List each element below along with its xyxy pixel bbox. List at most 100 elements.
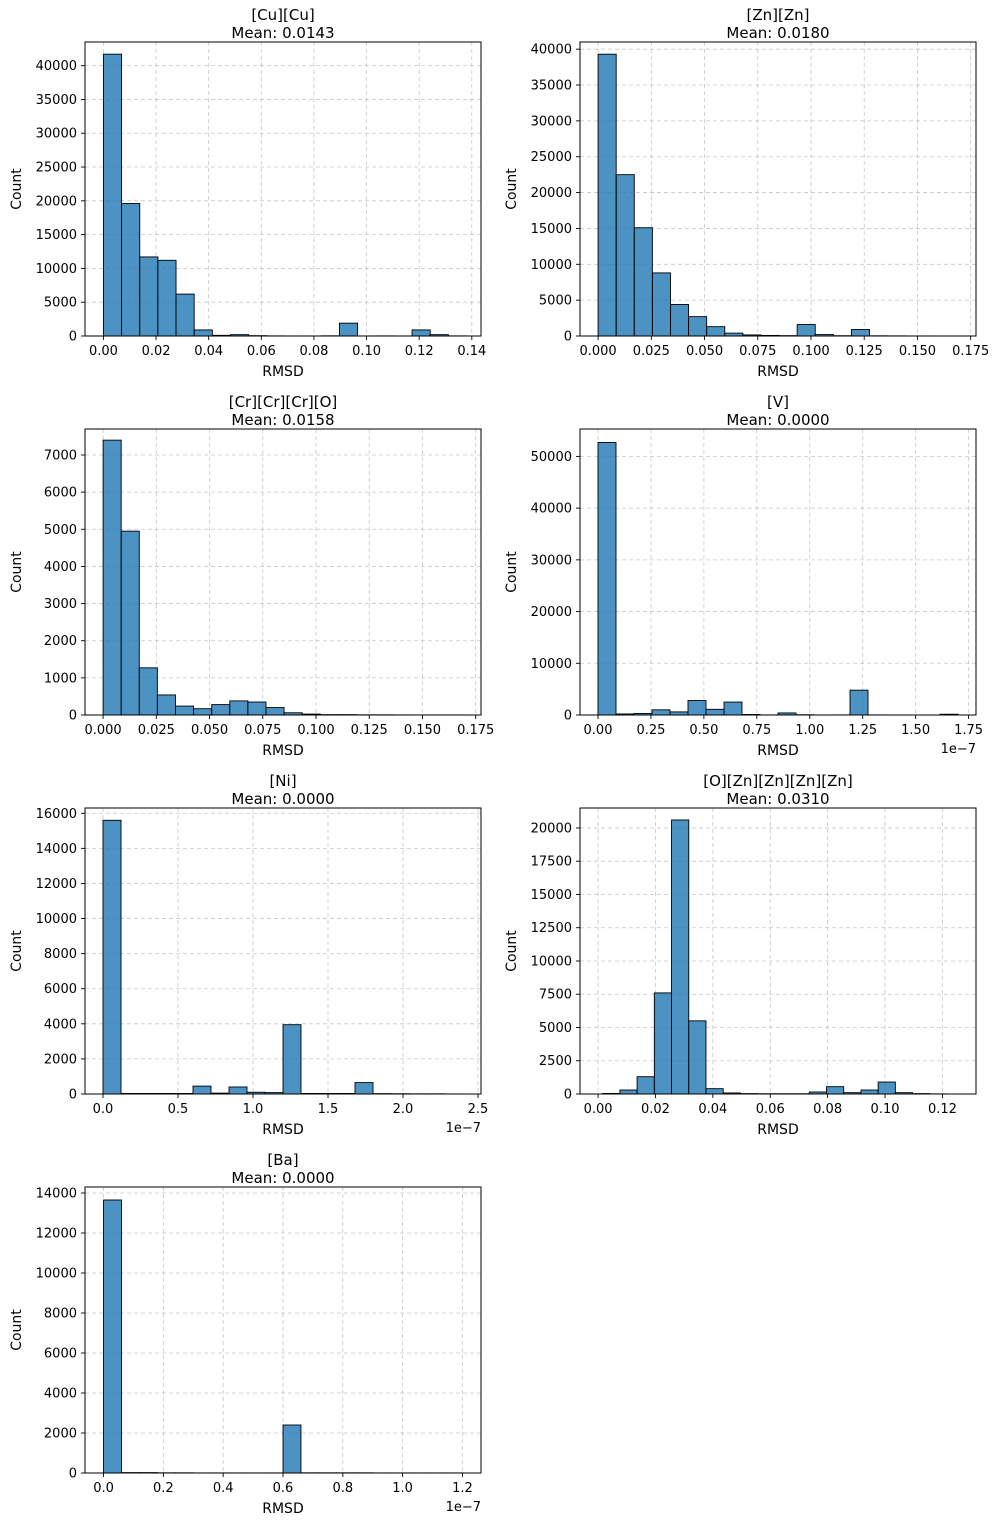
histogram-bar	[102, 53, 123, 337]
x-tick-label: 1.00	[795, 723, 824, 738]
histogram-bar	[651, 709, 671, 716]
y-tick-label: 12000	[36, 1227, 77, 1242]
y-tick-label: 30000	[531, 553, 572, 568]
histogram-bar	[354, 1082, 374, 1095]
y-tick-label: 0	[564, 709, 572, 724]
axes-frame	[84, 428, 482, 716]
histogram-bar	[139, 256, 159, 337]
x-tick-label: 0.10	[352, 344, 381, 359]
y-tick-label: 10000	[36, 262, 77, 277]
histogram-bar	[338, 322, 359, 337]
histogram-bar	[651, 272, 671, 337]
histogram-bar	[411, 329, 431, 337]
chart-title: [Ni]	[269, 772, 296, 790]
histogram-bar	[282, 1424, 302, 1474]
y-tick-label: 25000	[531, 150, 572, 165]
histogram-bar	[706, 326, 726, 337]
x-tick-label: 0.14	[457, 344, 486, 359]
histogram-bar	[619, 1089, 638, 1095]
y-tick-label: 30000	[531, 114, 572, 129]
histogram-bar	[615, 174, 635, 337]
y-axis-label: Count	[504, 551, 520, 593]
y-tick-label: 5000	[44, 523, 77, 538]
y-tick-label: 0	[564, 1088, 572, 1103]
x-tick-label: 0.00	[584, 723, 613, 738]
y-axis-label: Count	[9, 1309, 25, 1351]
histogram-bar	[653, 992, 672, 1095]
x-tick-label: 0.075	[244, 723, 281, 738]
y-tick-label: 0	[69, 1088, 77, 1103]
histogram-bar	[193, 708, 213, 716]
x-tick-label: 0.06	[756, 1102, 785, 1117]
y-tick-label: 35000	[531, 79, 572, 94]
histogram-bar	[120, 530, 140, 716]
x-tick-label: 0.100	[297, 723, 334, 738]
y-tick-label: 14000	[36, 842, 77, 857]
y-tick-label: 2000	[44, 634, 77, 649]
histogram-bar	[705, 1088, 724, 1095]
histogram-bar	[102, 819, 122, 1095]
x-tick-label: 0.100	[792, 344, 829, 359]
axes-frame	[84, 41, 482, 337]
x-tick-label: 0.5	[168, 1102, 189, 1117]
x-tick-label: 0.000	[84, 723, 121, 738]
histogram-bar	[282, 1024, 302, 1095]
x-tick-label: 0.175	[457, 723, 494, 738]
y-tick-label: 6000	[44, 1347, 77, 1362]
histogram-bar	[860, 1089, 879, 1095]
x-tick-label: 0.02	[142, 344, 171, 359]
y-tick-label: 15000	[531, 888, 572, 903]
chart-title: [V]	[767, 393, 789, 411]
axes-frame	[579, 428, 977, 716]
histogram-bar	[671, 819, 690, 1095]
chart-mean-subtitle: Mean: 0.0158	[231, 411, 334, 429]
histogram-bar	[723, 701, 743, 716]
x-tick-label: 0.12	[405, 344, 434, 359]
y-tick-label: 4000	[44, 560, 77, 575]
y-tick-label: 40000	[531, 43, 572, 58]
x-tick-label: 0.08	[299, 344, 328, 359]
x-tick-label: 0.025	[633, 344, 670, 359]
x-tick-label: 0.175	[952, 344, 989, 359]
x-tick-label: 2.5	[468, 1102, 489, 1117]
x-axis-label: RMSD	[262, 1122, 303, 1138]
chart-title: [Ba]	[267, 1151, 298, 1169]
y-tick-label: 10000	[531, 954, 572, 969]
histogram-bar	[192, 1085, 212, 1095]
y-tick-label: 5000	[44, 296, 77, 311]
y-tick-label: 25000	[36, 161, 77, 176]
histogram-bar	[156, 694, 176, 716]
chart-mean-subtitle: Mean: 0.0000	[726, 411, 829, 429]
y-tick-label: 0	[564, 330, 572, 345]
histogram-panel-5: 0.0 0.5 1.0 1.5 2.0 2.5 0 2000 4000 6000 8000 10000…	[9, 772, 488, 1138]
x-tick-label: 1.25	[848, 723, 877, 738]
x-tick-label: 0.025	[138, 723, 175, 738]
y-tick-label: 15000	[531, 222, 572, 237]
histogram-bar	[157, 259, 177, 337]
histogram-panel-3: 0.000 0.025 0.050 0.075 0.100 0.125 0.150 0.175…	[9, 393, 494, 759]
y-tick-label: 12500	[531, 921, 572, 936]
y-tick-label: 20000	[531, 605, 572, 620]
x-tick-label: 0.2	[153, 1481, 174, 1496]
x-axis-label: RMSD	[757, 1122, 798, 1138]
y-tick-label: 2500	[539, 1054, 572, 1069]
chart-mean-subtitle: Mean: 0.0000	[231, 790, 334, 808]
y-tick-label: 6000	[44, 486, 77, 501]
y-tick-label: 10000	[36, 1267, 77, 1282]
histogram-panel-7: 0.0 0.2 0.4 0.6 0.8 1.0 1.2 0 2000 4000 6000 8000 10…	[9, 1151, 482, 1517]
histogram-bar	[687, 700, 707, 716]
x-tick-label: 0.150	[404, 723, 441, 738]
x-axis-label: RMSD	[262, 1501, 303, 1517]
x-tick-label: 0.000	[579, 344, 616, 359]
histogram-bar	[636, 1076, 655, 1095]
y-tick-label: 40000	[36, 59, 77, 74]
y-tick-label: 15000	[36, 228, 77, 243]
y-tick-label: 7500	[539, 988, 572, 1003]
chart-title: [Cr][Cr][Cr][O]	[229, 393, 338, 411]
x-tick-label: 1.2	[452, 1481, 473, 1496]
y-axis-label: Count	[9, 551, 25, 593]
x-tick-label: 0.050	[191, 723, 228, 738]
histogram-bar	[228, 1086, 248, 1095]
histogram-bar	[138, 667, 158, 716]
